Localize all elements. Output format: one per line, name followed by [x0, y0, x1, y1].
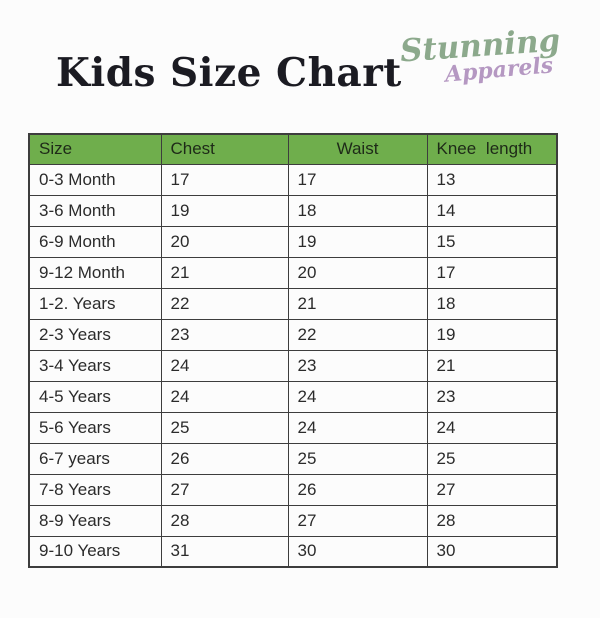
table-body: 0-3 Month 17 17 13 3-6 Month 19 18 14 6-9 Month 2…	[28, 163, 558, 568]
table-cell: 17	[160, 163, 289, 196]
table-cell: 17	[426, 256, 558, 289]
table-cell: 18	[287, 194, 428, 227]
table-cell: 23	[160, 318, 289, 351]
table-cell: 25	[426, 442, 558, 475]
table-cell: 22	[287, 318, 428, 351]
table-cell: 24	[426, 411, 558, 444]
table-cell: 27	[426, 473, 558, 506]
table-cell: 22	[160, 287, 289, 320]
table-cell: 30	[426, 535, 558, 568]
table-row: 0-3 Month 17 17 13	[28, 163, 558, 196]
table-cell: 3-4 Years	[28, 349, 162, 382]
table-cell: 31	[160, 535, 289, 568]
table-cell: 28	[426, 504, 558, 537]
table-cell: 19	[426, 318, 558, 351]
table-cell: 23	[426, 380, 558, 413]
table-cell: 28	[160, 504, 289, 537]
table-cell: 4-5 Years	[28, 380, 162, 413]
table-cell: 19	[287, 225, 428, 258]
table-cell: 13	[426, 163, 558, 196]
table-cell: 5-6 Years	[28, 411, 162, 444]
table-row: 2-3 Years 23 22 19	[28, 318, 558, 351]
table-cell: 15	[426, 225, 558, 258]
table-cell: 23	[287, 349, 428, 382]
table-cell: 0-3 Month	[28, 163, 162, 196]
table-cell: 20	[160, 225, 289, 258]
kids-size-table: Size Chest Waist Knee length 0-3 Month 17 17 1…	[28, 133, 558, 568]
table-cell: 9-12 Month	[28, 256, 162, 289]
table-cell: 24	[287, 380, 428, 413]
table-cell: 26	[160, 442, 289, 475]
table-header-row: Size Chest Waist Knee length	[28, 133, 558, 165]
brand-logo: Stunning Apparels	[399, 22, 561, 115]
table-cell: 3-6 Month	[28, 194, 162, 227]
table-cell: 6-7 years	[28, 442, 162, 475]
table-cell: 9-10 Years	[28, 535, 162, 568]
table-cell: 8-9 Years	[28, 504, 162, 537]
table-cell: 24	[287, 411, 428, 444]
table-cell: 21	[160, 256, 289, 289]
table-cell: 20	[287, 256, 428, 289]
page-title: Kids Size Chart	[56, 50, 402, 96]
table-cell: 6-9 Month	[28, 225, 162, 258]
table-row: 8-9 Years 28 27 28	[28, 504, 558, 537]
table-cell: 2-3 Years	[28, 318, 162, 351]
table-row: 7-8 Years 27 26 27	[28, 473, 558, 506]
table-cell: 30	[287, 535, 428, 568]
table-row: 9-12 Month 21 20 17	[28, 256, 558, 289]
table-row: 6-7 years 26 25 25	[28, 442, 558, 475]
table-cell: 21	[287, 287, 428, 320]
table-row: 5-6 Years 25 24 24	[28, 411, 558, 444]
table-row: 6-9 Month 20 19 15	[28, 225, 558, 258]
table-cell: 17	[287, 163, 428, 196]
table-cell: 19	[160, 194, 289, 227]
column-header-waist: Waist	[287, 133, 428, 165]
table-cell: 27	[160, 473, 289, 506]
table-cell: 25	[287, 442, 428, 475]
table-cell: 14	[426, 194, 558, 227]
table-cell: 1-2. Years	[28, 287, 162, 320]
column-header-size: Size	[28, 133, 162, 165]
table-row: 3-4 Years 24 23 21	[28, 349, 558, 382]
table-cell: 24	[160, 349, 289, 382]
table-cell: 27	[287, 504, 428, 537]
table-row: 9-10 Years 31 30 30	[28, 535, 558, 568]
column-header-chest: Chest	[160, 133, 289, 165]
table-cell: 24	[160, 380, 289, 413]
table-row: 4-5 Years 24 24 23	[28, 380, 558, 413]
table-row: 1-2. Years 22 21 18	[28, 287, 558, 320]
table-cell: 21	[426, 349, 558, 382]
table-cell: 26	[287, 473, 428, 506]
table-cell: 7-8 Years	[28, 473, 162, 506]
table-cell: 18	[426, 287, 558, 320]
column-header-knee-length: Knee length	[426, 133, 558, 165]
table-row: 3-6 Month 19 18 14	[28, 194, 558, 227]
table-cell: 25	[160, 411, 289, 444]
